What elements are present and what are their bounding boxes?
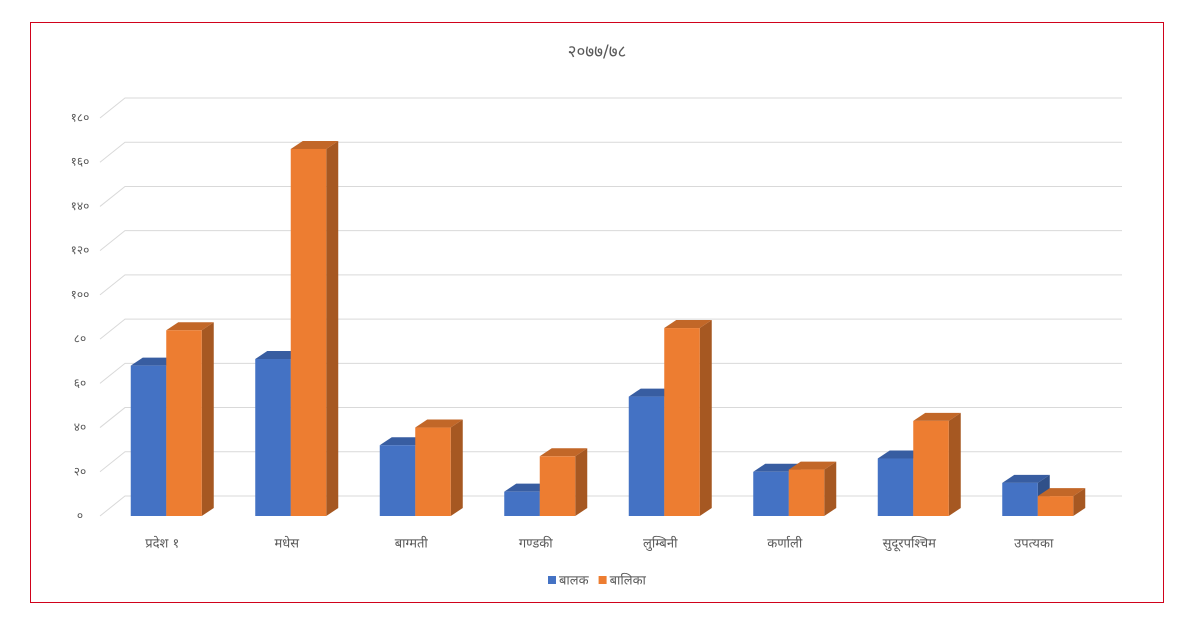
- bar: [753, 471, 789, 516]
- grid-line: [99, 362, 1122, 384]
- grid-line: [99, 230, 1122, 252]
- x-tick-label: उपत्यका: [1014, 537, 1054, 552]
- bar: [130, 365, 167, 516]
- grid-line: [99, 451, 1122, 473]
- legend-label: बालक: [559, 574, 590, 589]
- bar-top: [290, 140, 339, 149]
- grid-line: [99, 407, 1122, 428]
- grid-line: [99, 318, 1122, 340]
- bar-side: [201, 322, 214, 516]
- bar: [1002, 482, 1038, 516]
- grid-line: [99, 97, 1122, 119]
- legend-label: बालिका: [610, 573, 647, 589]
- bar-top: [539, 448, 588, 457]
- bar: [166, 330, 202, 516]
- bar-side: [575, 448, 588, 516]
- bar-top: [1037, 488, 1086, 497]
- bar-top: [166, 322, 214, 331]
- grid-line: [99, 274, 1122, 296]
- y-tick-label: ०: [77, 509, 83, 523]
- bar: [628, 396, 665, 516]
- grid-line: [99, 141, 1122, 163]
- y-tick-label: ४०: [74, 420, 86, 434]
- bar-side: [948, 412, 961, 516]
- y-tick-label: १४०: [71, 199, 90, 213]
- bar: [539, 456, 576, 516]
- grid-line: [99, 185, 1122, 207]
- bar-side: [450, 419, 463, 516]
- bar-top: [913, 412, 961, 421]
- legend-swatch: [598, 576, 607, 584]
- chart-frame: [30, 22, 1164, 603]
- bar: [415, 427, 451, 516]
- x-tick-label: लुम्बिनी: [643, 536, 678, 552]
- x-tick-label: गण्डकी: [519, 536, 553, 552]
- bar-side: [326, 140, 339, 516]
- bar: [255, 359, 291, 516]
- x-tick-label: मधेस: [274, 536, 299, 552]
- bar-side: [699, 320, 712, 516]
- x-tick-label: कर्णाली: [767, 536, 803, 552]
- y-tick-label: १६०: [71, 155, 90, 169]
- x-tick-label: प्रदेश १: [145, 536, 179, 552]
- y-tick-label: १८०: [71, 111, 90, 125]
- bar-top: [664, 320, 712, 329]
- bar-top: [1002, 474, 1050, 483]
- x-tick-label: बाग्मती: [395, 536, 429, 552]
- bar: [504, 491, 540, 516]
- bar: [664, 328, 700, 516]
- bar: [379, 445, 416, 516]
- bar-top: [788, 461, 837, 470]
- y-tick-label: ६०: [74, 376, 86, 390]
- bar: [290, 148, 327, 516]
- y-tick-label: २०: [74, 464, 86, 478]
- bar: [788, 469, 825, 516]
- bar: [1037, 496, 1074, 516]
- legend-swatch: [548, 576, 556, 584]
- y-tick-label: ८०: [74, 332, 86, 346]
- chart-title: २०७७/७८: [568, 42, 627, 62]
- bar-top: [415, 419, 463, 428]
- bar-side: [1073, 488, 1086, 516]
- y-tick-label: १२०: [71, 243, 90, 257]
- bar: [913, 420, 949, 516]
- y-tick-label: १००: [71, 287, 90, 301]
- x-tick-label: सुदूरपश्चिम: [883, 536, 937, 552]
- bar-side: [824, 461, 837, 516]
- bar: [877, 458, 914, 516]
